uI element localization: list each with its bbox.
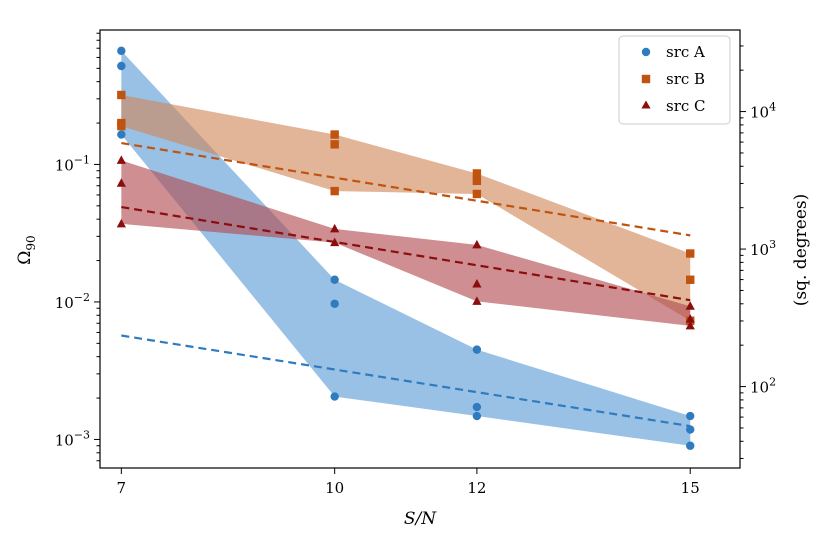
band-src-b <box>121 94 691 321</box>
y2-tick-label: 103 <box>750 238 776 259</box>
point-src-b <box>117 121 126 131</box>
legend-label-src-c: src C <box>666 97 706 115</box>
legend-entry-src-a: src A <box>641 43 705 61</box>
confidence-bands <box>121 50 691 446</box>
point-src-c <box>472 279 482 288</box>
point-src-b <box>472 176 482 186</box>
point-src-c <box>685 301 695 310</box>
x-tick-label: 7 <box>117 479 127 497</box>
x-tick-label: 15 <box>681 479 700 497</box>
legend-label-src-a: src A <box>666 43 705 61</box>
y2-tick-label: 104 <box>750 101 776 122</box>
fit-line-src-c <box>121 205 691 302</box>
point-src-a <box>472 402 482 412</box>
point-src-a <box>472 345 482 354</box>
axis-ticks: 7 10 12 15 10−3 10−2 10−1 102 103 104 <box>55 32 776 497</box>
point-src-b <box>686 275 695 284</box>
point-src-a <box>117 61 126 71</box>
point-src-c <box>116 218 126 228</box>
legend: src A src B src C <box>618 35 731 125</box>
x-axis-title: S/N <box>404 509 437 529</box>
point-src-a <box>686 425 695 434</box>
data-points <box>116 46 695 450</box>
point-src-b <box>330 130 339 139</box>
y2-tick-label: 102 <box>750 376 776 397</box>
point-src-c <box>472 296 482 305</box>
point-src-a <box>330 392 339 401</box>
point-src-b <box>686 249 695 258</box>
legend-marker-src-b <box>641 74 651 84</box>
point-src-b <box>330 140 339 149</box>
point-src-c <box>472 239 482 249</box>
fit-lines <box>121 141 691 428</box>
point-src-c <box>116 155 126 164</box>
fit-line-src-b <box>121 141 691 237</box>
legend-marker-src-c <box>641 100 651 109</box>
point-src-a <box>330 275 339 284</box>
point-src-c <box>330 237 340 247</box>
fit-line-src-a <box>121 334 691 428</box>
point-src-a <box>330 299 339 308</box>
x-tick-label: 10 <box>325 479 344 497</box>
band-src-a <box>121 50 691 446</box>
point-src-a <box>686 411 695 421</box>
point-src-b <box>117 90 126 100</box>
point-src-b <box>472 189 482 199</box>
y2-axis-title: (sq. degrees) <box>791 194 811 306</box>
y-tick-label: 10−3 <box>55 428 90 449</box>
point-src-a <box>117 130 126 139</box>
y-axis-title: Ω90 <box>15 235 38 264</box>
point-src-a <box>472 411 482 421</box>
point-src-b <box>472 169 482 178</box>
y-tick-label: 10−1 <box>55 153 90 174</box>
point-src-a <box>117 46 126 56</box>
point-src-c <box>685 314 695 323</box>
point-src-b <box>330 186 339 196</box>
band-src-c <box>121 160 691 326</box>
y-tick-label: 10−2 <box>55 291 90 312</box>
point-src-a <box>686 441 695 450</box>
point-src-c <box>330 223 340 233</box>
legend-entry-src-b: src B <box>641 70 705 88</box>
legend-label-src-b: src B <box>666 70 705 88</box>
x-tick-label: 12 <box>467 479 486 497</box>
point-src-c <box>685 320 695 330</box>
legend-marker-src-a <box>641 47 651 57</box>
legend-entry-src-c: src C <box>641 97 706 115</box>
point-src-c <box>116 178 126 187</box>
